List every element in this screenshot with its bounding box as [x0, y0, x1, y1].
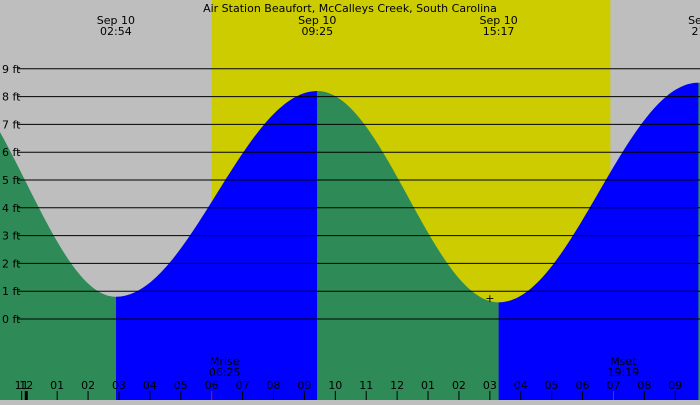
falling-tide-area: [0, 132, 116, 400]
extreme-time-label: 15:17: [483, 25, 515, 38]
current-marker: +: [485, 292, 494, 305]
y-tick-label: 6 ft: [2, 146, 21, 159]
extreme-date-label: Sep: [688, 14, 700, 27]
x-tick-label: 03: [112, 379, 126, 392]
x-tick-label: 01: [421, 379, 435, 392]
x-tick-label: 05: [545, 379, 559, 392]
moon-event-time: 19:19: [608, 366, 640, 379]
x-tick-label: 07: [606, 379, 620, 392]
moon-event-label: Mrise: [210, 355, 240, 368]
x-tick-label: 08: [267, 379, 281, 392]
y-tick-label: 9 ft: [2, 63, 21, 76]
rising-tide-area: [498, 82, 699, 400]
x-tick-label: 12: [19, 379, 33, 392]
x-tick-label: 11: [15, 379, 29, 392]
x-tick-label: 09: [668, 379, 682, 392]
extreme-date-label: Sep 10: [479, 14, 517, 27]
y-tick-label: 1 ft: [2, 285, 21, 298]
x-tick-label: 12: [390, 379, 404, 392]
extreme-date-label: Sep 10: [298, 14, 336, 27]
x-tick-label: 01: [50, 379, 64, 392]
extreme-date-label: Sep 10: [97, 14, 135, 27]
moon-event-time: 06:25: [209, 366, 241, 379]
grid-lines: [18, 68, 700, 320]
x-tick-label: 05: [174, 379, 188, 392]
marker-layer: +: [485, 292, 494, 305]
chart-title: Air Station Beaufort, McCalleys Creek, S…: [203, 2, 497, 15]
x-tick-label: 02: [81, 379, 95, 392]
y-tick-label: 4 ft: [2, 202, 21, 215]
x-tick-label: 02: [452, 379, 466, 392]
y-tick-label: 8 ft: [2, 91, 21, 104]
x-tick-label: 09: [297, 379, 311, 392]
x-tick-label: 08: [637, 379, 651, 392]
tide-areas: [0, 82, 700, 400]
extreme-time-label: 09:25: [301, 25, 333, 38]
y-tick-label: 7 ft: [2, 118, 21, 131]
y-tick-label: 5 ft: [2, 174, 21, 187]
x-tick-label: 06: [576, 379, 590, 392]
extreme-time-label: 21: [691, 25, 700, 38]
x-tick-label: 03: [483, 379, 497, 392]
x-tick-label: 10: [328, 379, 342, 392]
x-tick-label: 04: [514, 379, 528, 392]
rising-tide-area: [115, 91, 318, 400]
x-tick-label: 06: [205, 379, 219, 392]
y-tick-label: 2 ft: [2, 257, 21, 270]
x-tick-label: 07: [236, 379, 250, 392]
y-axis-labels: 9 ft 8 ft 7 ft 6 ft 5 ft 4 ft 3 ft 2 ft 1 ft 0 ft: [2, 63, 21, 326]
x-tick-label: 11: [359, 379, 373, 392]
y-tick-label: 3 ft: [2, 230, 21, 243]
extreme-time-label: 02:54: [100, 25, 132, 38]
x-tick-label: 04: [143, 379, 157, 392]
falling-tide-area: [317, 91, 499, 400]
moon-event-label: Mset: [610, 355, 637, 368]
y-tick-label: 0 ft: [2, 313, 21, 326]
